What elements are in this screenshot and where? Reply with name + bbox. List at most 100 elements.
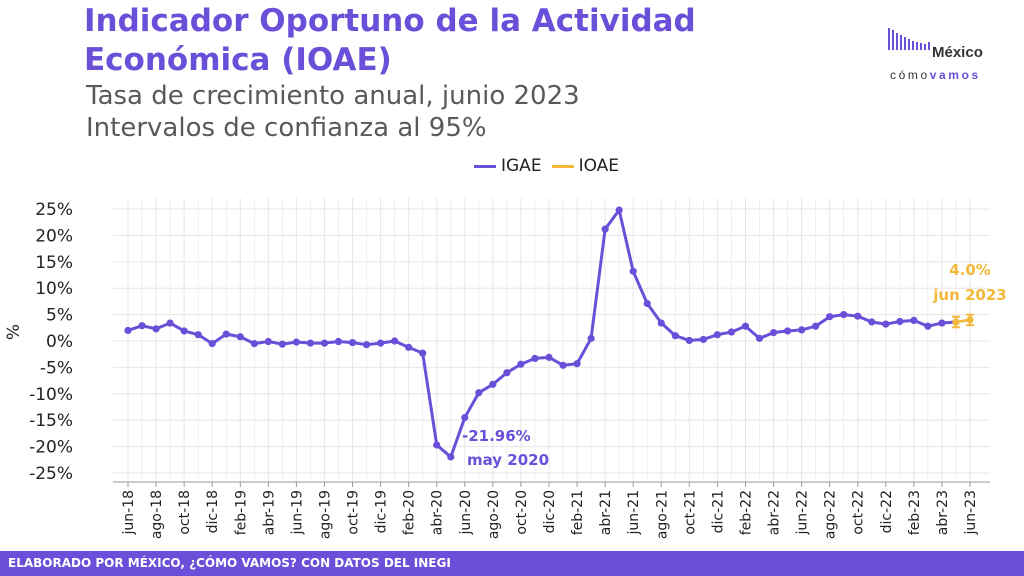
y-tick-label: -20%	[29, 438, 73, 458]
x-tick-label: ago-22	[823, 490, 839, 539]
igae-data-point	[306, 339, 315, 347]
igae-data-point	[236, 333, 244, 341]
igae-data-point	[798, 326, 806, 334]
footer-credit: ELABORADO POR MÉXICO, ¿CÓMO VAMOS? CON D…	[0, 551, 1024, 576]
igae-data-point	[250, 340, 258, 348]
x-tick-label: feb-21	[570, 490, 586, 535]
igae-data-point	[138, 322, 146, 330]
y-tick-label: 10%	[35, 279, 73, 299]
igae-data-point	[517, 360, 525, 368]
x-tick-label: abr-22	[767, 490, 783, 535]
igae-data-point	[854, 312, 862, 320]
y-tick-label: 20%	[35, 226, 73, 246]
igae-data-point	[896, 317, 904, 326]
igae-data-point	[868, 318, 876, 326]
logo-tagline: cómovamos	[890, 68, 981, 82]
x-tick-label: oct-20	[514, 490, 530, 535]
legend-key-igae	[474, 164, 496, 168]
igae-data-point	[671, 332, 679, 340]
annotation-min-value: -21.96%	[462, 427, 531, 445]
legend-key-ioae	[551, 164, 574, 168]
igae-data-point	[601, 225, 609, 233]
y-tick-label: -15%	[29, 411, 73, 431]
ioae-data-point	[966, 316, 974, 324]
igae-data-point	[755, 334, 764, 342]
x-tick-label: feb-22	[738, 490, 754, 535]
x-tick-label: oct-19	[346, 490, 362, 535]
igae-data-point	[278, 340, 286, 348]
igae-data-point	[559, 361, 567, 369]
y-tick-label: 25%	[35, 200, 73, 220]
x-tick-label: abr-21	[598, 490, 614, 535]
igae-data-point	[713, 331, 722, 339]
igae-data-point	[461, 413, 469, 422]
igae-data-point	[812, 322, 820, 330]
subtitle-line-1: Tasa de crecimiento anual, junio 2023	[86, 81, 580, 111]
x-tick-label: oct-18	[177, 490, 193, 535]
igae-data-point	[882, 320, 890, 328]
igae-data-point	[727, 328, 736, 336]
chart-legend: IGAE IOAE	[474, 154, 629, 178]
x-tick-label: ago-18	[149, 490, 165, 539]
logo-name: México	[932, 44, 983, 61]
x-tick-label: jun-18	[121, 490, 137, 536]
igae-data-point	[475, 389, 483, 397]
x-tick-label: ago-20	[486, 490, 502, 539]
igae-data-point	[264, 337, 272, 346]
igae-data-point	[419, 349, 427, 357]
x-tick-label: ago-19	[317, 490, 333, 539]
x-tick-label: abr-20	[430, 490, 446, 535]
igae-data-point	[741, 322, 750, 330]
x-tick-label: dic-22	[879, 490, 895, 533]
igae-data-point	[334, 337, 343, 346]
y-tick-label: -25%	[29, 464, 73, 484]
igae-data-point	[166, 319, 174, 327]
igae-data-point	[840, 311, 848, 319]
x-tick-label: dic-21	[710, 490, 726, 533]
igae-data-point	[152, 325, 160, 333]
x-tick-label: dic-19	[374, 490, 390, 533]
igae-data-point	[433, 441, 441, 449]
igae-data-point	[292, 338, 300, 346]
x-tick-label: oct-21	[682, 490, 698, 535]
annotation-ioae-date: jun 2023	[932, 286, 1006, 304]
igae-data-point	[180, 327, 188, 335]
igae-data-point	[447, 453, 455, 461]
igae-data-point	[222, 330, 230, 338]
y-tick-label: 15%	[35, 253, 73, 273]
igae-data-point	[503, 369, 511, 377]
igae-data-point	[826, 313, 834, 321]
igae-data-point	[489, 380, 497, 388]
chart-title: Indicador Oportuno de la Actividad Econó…	[84, 3, 696, 78]
y-tick-label: -10%	[29, 385, 73, 405]
igae-data-point	[208, 340, 216, 348]
annotation-ioae-value: 4.0%	[949, 261, 991, 279]
subtitle-line-2: Intervalos de confianza al 95%	[86, 113, 487, 143]
x-tick-label: feb-23	[907, 490, 923, 535]
igae-data-point	[769, 328, 778, 337]
x-tick-label: jun-19	[289, 490, 305, 536]
igae-data-point	[587, 334, 595, 342]
y-tick-label: 0%	[46, 332, 73, 352]
igae-data-point	[643, 299, 651, 308]
igae-data-point	[362, 341, 371, 349]
igae-data-point	[531, 354, 539, 363]
igae-data-point	[685, 336, 693, 345]
x-tick-label: dic-20	[542, 490, 558, 533]
legend-label-ioae: IOAE	[578, 156, 620, 176]
igae-data-point	[657, 319, 665, 327]
igae-data-point	[699, 335, 707, 344]
x-tick-label: feb-20	[402, 490, 418, 535]
igae-data-point	[573, 360, 581, 368]
annotation-min-date: may 2020	[467, 451, 549, 469]
x-tick-label: jun-20	[458, 490, 474, 536]
igae-data-point	[924, 322, 932, 330]
igae-data-point	[124, 326, 132, 335]
igae-data-point	[615, 206, 623, 214]
igae-data-point	[910, 316, 918, 325]
x-tick-label: jun-22	[795, 490, 811, 536]
mexico-como-vamos-logo: México cómovamos	[888, 24, 1008, 84]
legend-label-igae: IGAE	[501, 156, 542, 176]
x-tick-label: jun-23	[963, 490, 979, 536]
